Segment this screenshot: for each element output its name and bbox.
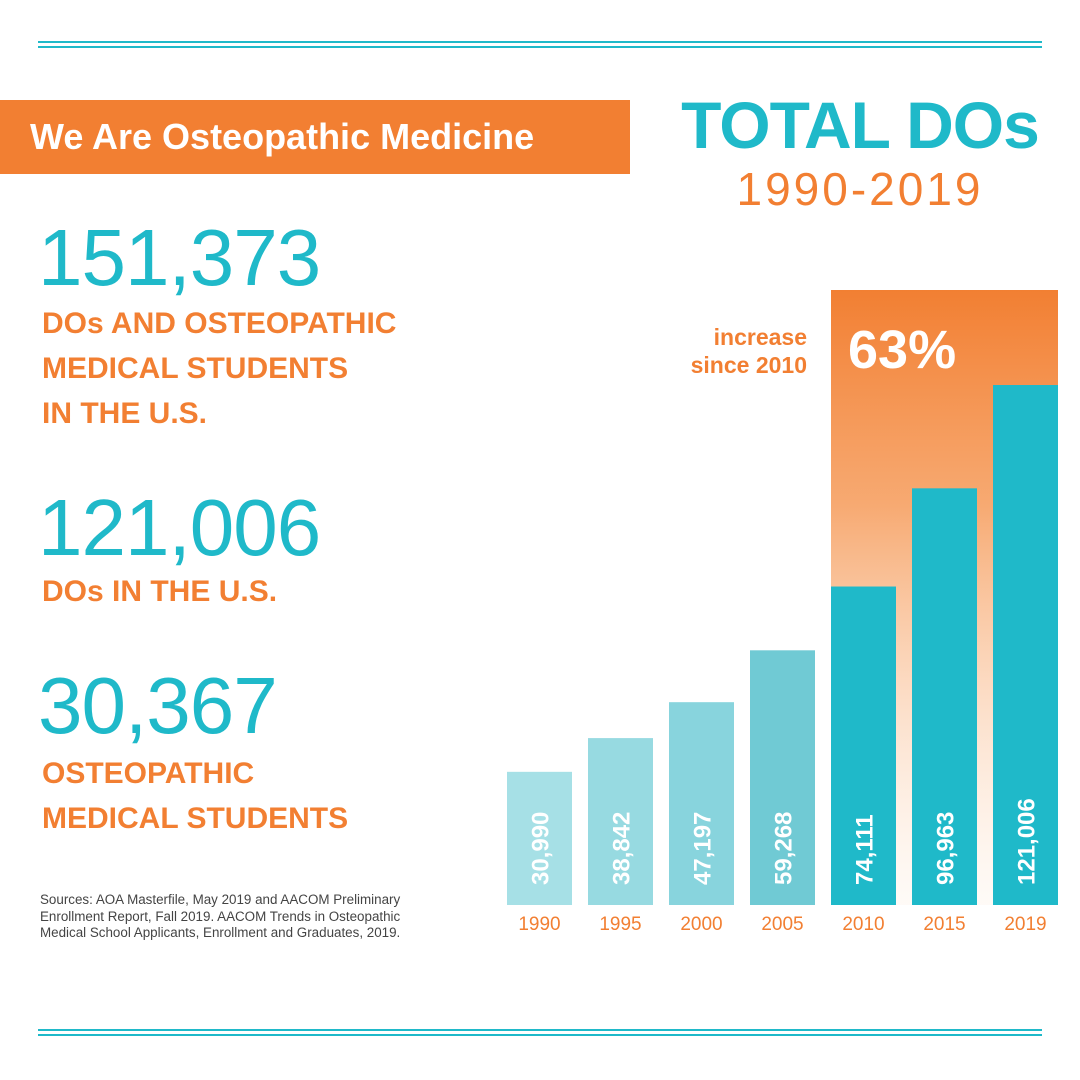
sources-note: Sources: AOA Masterfile, May 2019 and AA… [40,892,401,940]
bar-value-label: 30,990 [528,812,555,885]
x-tick-label: 2010 [842,914,884,935]
bar-value-label: 59,268 [771,812,798,885]
x-tick-label: 1990 [518,914,560,935]
bar-1990 [507,771,572,905]
bar-2010 [831,586,896,905]
bar-2015 [912,488,977,905]
bar-value-label: 38,842 [609,812,636,885]
x-tick-label: 2000 [680,914,722,935]
bar-value-label: 74,111 [852,814,879,885]
stat-dos-value: 121,006 [38,483,321,572]
stat-students-label: OSTEOPATHIC MEDICAL STUDENTS [42,757,349,835]
stat-dos-label: DOs IN THE U.S. [42,575,278,608]
chart-subtitle: 1990-2019 [736,163,984,215]
bar-value-label: 96,963 [933,812,960,885]
bar-1995 [588,738,653,905]
x-tick-label: 2019 [1004,914,1046,935]
x-tick-label: 1995 [599,914,641,935]
stat-total-label: DOs AND OSTEOPATHIC MEDICAL STUDENTS IN … [42,307,397,430]
x-tick-label: 2005 [761,914,803,935]
increase-label-line2: since 2010 [691,352,807,378]
increase-label-line1: increase [714,324,807,350]
bar-2000 [669,702,734,905]
bar-value-label: 47,197 [690,812,717,885]
x-tick-label: 2015 [923,914,965,935]
bottom-divider [38,1029,1042,1036]
bar-2005 [750,650,815,905]
banner-title: We Are Osteopathic Medicine [30,116,535,157]
bar-value-label: 121,006 [1014,798,1041,885]
chart-title: TOTAL DOs [681,88,1040,162]
bar-2019 [993,385,1058,905]
header-banner: We Are Osteopathic Medicine [0,100,630,174]
top-divider [38,41,1042,48]
stat-students-value: 30,367 [38,661,278,750]
stat-total-value: 151,373 [38,213,321,302]
increase-value: 63% [848,320,956,380]
